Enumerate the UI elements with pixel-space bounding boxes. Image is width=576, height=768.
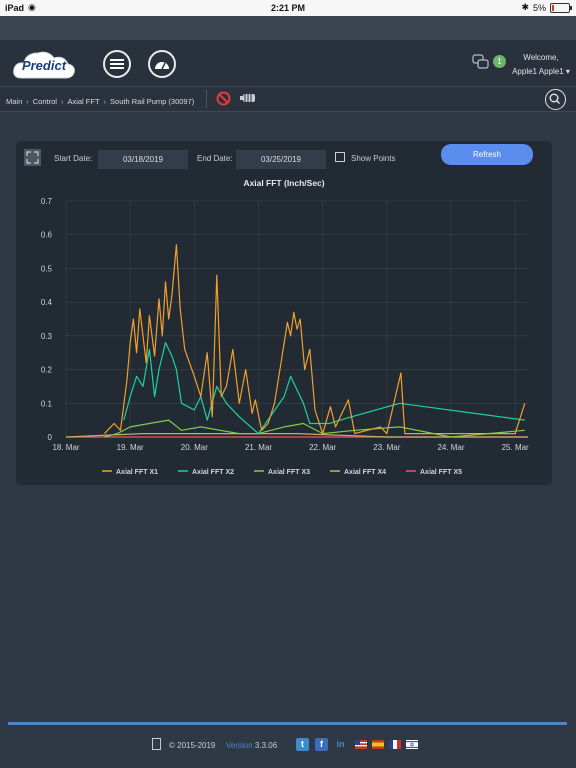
- version-number: 3.3.06: [254, 741, 278, 750]
- battery-percent: 5%: [532, 2, 546, 13]
- footer: © 2015-2019 Version 3.3.06 t f in: [0, 736, 576, 756]
- status-time: 2:21 PM: [270, 3, 305, 13]
- end-date-input[interactable]: 03/25/2019: [236, 150, 326, 169]
- refresh-button[interactable]: Refresh: [441, 144, 533, 165]
- breadcrumb-main[interactable]: Main: [6, 96, 23, 106]
- footer-divider: [8, 722, 567, 725]
- chart-axes: 0 0.1 0.2 0.3 0.4 0.5 0.6 0.7 18. Mar 19. Mar 20. …: [41, 197, 529, 452]
- app-header: Predict 1 Welcome, Apple1 Apple1 ▾: [0, 40, 576, 86]
- start-date-input[interactable]: 03/18/2019: [98, 150, 188, 169]
- bluetooth-icon: ✱: [521, 2, 529, 12]
- y-tick-label: 0.6: [41, 231, 53, 240]
- axial-fft-chart: Axial FFT (Inch/Sec) 0 0.1 0.2 0.3 0.4 0.5 0.6…: [41, 178, 529, 476]
- series-line-axial-fft-x1: [104, 244, 526, 435]
- chart-title: Axial FFT (Inch/Sec): [243, 178, 324, 188]
- battery-icon: [550, 2, 572, 13]
- user-menu[interactable]: Welcome, Apple1 Apple1 ▾: [510, 51, 572, 79]
- wifi-icon: ◉: [28, 2, 36, 12]
- predict-logo[interactable]: Predict: [12, 48, 76, 80]
- y-tick-label: 0.4: [41, 298, 53, 307]
- linkedin-icon[interactable]: in: [336, 739, 345, 749]
- x-tick-label: 25. Mar: [502, 443, 529, 452]
- breadcrumb-bar: Main › Control › Axial FFT › South Rail …: [0, 86, 576, 112]
- start-date-label: Start Date:: [54, 154, 93, 163]
- speedometer-icon: [155, 62, 169, 70]
- chevron-right-icon: ›: [103, 96, 107, 106]
- end-date-label: End Date:: [197, 154, 233, 163]
- breadcrumb-asset[interactable]: South Rail Pump (30097): [110, 96, 195, 106]
- breadcrumb: Main › Control › Axial FFT › South Rail …: [6, 90, 208, 108]
- menu-button[interactable]: [103, 50, 131, 78]
- search-button[interactable]: [545, 89, 566, 110]
- user-name: Apple1 Apple1 ▾: [512, 67, 570, 76]
- legend-item[interactable]: Axial FFT X4: [344, 469, 386, 476]
- top-spacer: [0, 16, 576, 40]
- document-icon[interactable]: [152, 738, 161, 750]
- welcome-text: Welcome,: [523, 53, 559, 62]
- y-tick-label: 0.5: [41, 264, 53, 273]
- breadcrumb-axial-fft[interactable]: Axial FFT: [67, 96, 100, 106]
- version-label: Version: [226, 741, 253, 750]
- series-line-axial-fft-x2: [123, 342, 525, 435]
- x-tick-label: 20. Mar: [181, 443, 208, 452]
- logo-text: Predict: [21, 58, 67, 73]
- x-tick-label: 18. Mar: [52, 443, 79, 452]
- device-label: iPad: [5, 3, 25, 13]
- pump-icon[interactable]: [240, 91, 258, 105]
- y-tick-label: 0.3: [41, 332, 53, 341]
- chevron-right-icon: ›: [60, 96, 64, 106]
- dashboard-button[interactable]: [148, 50, 176, 78]
- y-tick-label: 0.2: [41, 366, 53, 375]
- x-tick-label: 21. Mar: [245, 443, 272, 452]
- cloud-icon: [13, 51, 75, 79]
- legend-item[interactable]: Axial FFT X1: [116, 469, 158, 476]
- notification-badge[interactable]: 1: [493, 55, 506, 68]
- legend-item[interactable]: Axial FFT X3: [268, 469, 310, 476]
- y-tick-label: 0: [48, 433, 53, 442]
- search-icon: [549, 93, 560, 104]
- chat-icon[interactable]: [472, 54, 490, 70]
- facebook-icon[interactable]: f: [315, 738, 328, 751]
- france-flag-icon[interactable]: [389, 740, 401, 749]
- version-info: Version 3.3.06: [226, 741, 277, 750]
- x-tick-label: 19. Mar: [117, 443, 144, 452]
- no-entry-icon[interactable]: [216, 91, 231, 106]
- spain-flag-icon[interactable]: [372, 740, 384, 749]
- show-points-checkbox[interactable]: [335, 152, 345, 162]
- expand-icon: [26, 151, 39, 164]
- israel-flag-icon[interactable]: [406, 740, 418, 749]
- breadcrumb-control[interactable]: Control: [32, 96, 57, 106]
- chevron-right-icon: ›: [26, 96, 29, 106]
- status-bar: iPad ◉ 2:21 PM ✱ 5%: [0, 0, 576, 16]
- hamburger-icon: [110, 57, 124, 71]
- twitter-icon[interactable]: t: [296, 738, 309, 751]
- chart-panel: Start Date: 03/18/2019 End Date: 03/25/2…: [16, 141, 552, 485]
- show-points-label[interactable]: Show Points: [351, 154, 396, 163]
- x-tick-label: 22. Mar: [309, 443, 336, 452]
- copyright-text: © 2015-2019: [169, 741, 216, 750]
- y-tick-label: 0.7: [41, 197, 53, 206]
- legend-item[interactable]: Axial FFT X2: [192, 469, 234, 476]
- us-flag-icon[interactable]: [355, 740, 367, 749]
- chart-grid: [65, 200, 528, 438]
- legend-item[interactable]: Axial FFT X5: [420, 469, 462, 476]
- fullscreen-button[interactable]: [24, 149, 41, 166]
- series-line-axial-fft-x4: [65, 433, 528, 438]
- y-tick-label: 0.1: [41, 399, 53, 408]
- chart-series: [65, 244, 528, 438]
- x-tick-label: 24. Mar: [437, 443, 464, 452]
- breadcrumb-divider: [206, 90, 208, 108]
- chart-legend: Axial FFT X1 Axial FFT X2 Axial FFT X3 Axia…: [102, 469, 462, 476]
- x-tick-label: 23. Mar: [373, 443, 400, 452]
